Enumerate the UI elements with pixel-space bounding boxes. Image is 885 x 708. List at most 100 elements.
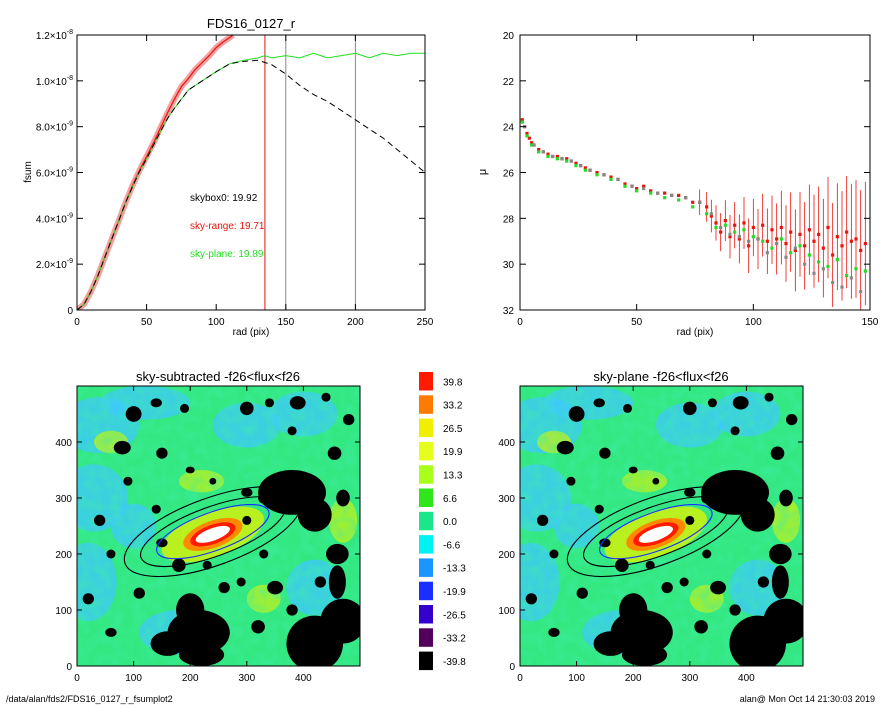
sky-plane-masked-source [593,631,628,656]
sky-subtracted-masked-source [133,587,145,599]
mu-point-green [609,177,613,181]
mu-point-red [807,228,811,232]
mu-point-green [520,120,524,124]
mu-point-green [807,253,811,257]
mu-point-red [793,248,797,253]
mu-xtick-label: 150 [862,317,879,328]
fsum-annotation-sky-plane: sky-plane: 19.89 [190,249,264,260]
mu-point-green [863,269,867,273]
sky-plane-masked-source [645,560,655,570]
fsum-xtick-label: 150 [277,317,294,328]
sky-plane-map: sky-plane -f26<flux<f26 0 100 200 300 400 0 10… [498,369,804,684]
sky-subtracted-ytick-label: 100 [55,606,72,617]
mu-point-red [609,175,613,179]
mu-point-gray [775,241,779,246]
mu-point-green [751,235,755,239]
mu-point-red [775,237,779,241]
mu-ylabel: μ [477,169,489,175]
sky-subtracted-image [77,386,360,666]
sky-subtracted-annulus [139,496,286,568]
mu-point-red [737,237,741,241]
sky-subtracted-xtick-label: 0 [74,673,80,684]
sky-plane-masked-source [536,514,549,527]
mu-point-red [709,214,713,218]
mu-point-gray [756,237,760,241]
mu-ticks: 0 50 100 150 20 22 24 26 28 30 32 [503,31,879,328]
mu-point-gray [541,150,545,154]
sky-plane-masked-source [702,549,712,559]
fsum-vlines [264,35,356,310]
sky-subtracted-ytick-label: 0 [66,662,72,673]
sky-plane-masked-source [771,565,789,599]
colorbar-swatch [419,511,433,531]
sky-plane-masked-source [599,538,611,548]
mu-point-red [705,205,709,209]
sky-subtracted-map: sky-subtracted -f26<flux<f26 0 100 200 300 4… [55,369,361,684]
colorbar-label: -26.5 [443,610,466,621]
mu-point-green [595,173,599,177]
mu-point-gray [642,186,646,191]
sky-plane-masked-source [710,580,727,595]
sky-subtracted-masked-source [150,398,162,408]
mu-point-green [530,143,534,147]
sky-subtracted-ytick-label: 400 [55,438,72,449]
colorbar-label: -33.2 [443,634,466,645]
fsum-series [77,35,425,310]
fsum-ytick-label: 4.0×10-9 [36,212,73,225]
sky-subtracted-xtick-label: 200 [182,673,199,684]
mu-point-gray [698,200,702,204]
sky-subtracted-masked-source [328,565,346,599]
mu-xlabel: rad (pix) [677,327,714,338]
mu-point-green [733,230,737,234]
mu-point-red [677,193,681,198]
sky-subtracted-ytick-label: 200 [55,550,72,561]
sky-plane-masked-source [694,620,708,634]
mu-point-gray [747,239,751,243]
mu-point-green [723,223,727,227]
sky-subtracted-galaxy-core [195,525,230,543]
sky-plane-xtick-label: 0 [517,673,523,684]
fsum-xtick-label: 0 [74,317,80,328]
mu-point-red [733,223,737,227]
mu-point-gray [670,193,674,198]
sky-subtracted-xtick-label: 400 [295,673,312,684]
mu-point-green [779,237,783,241]
mu-point-gray [840,285,844,289]
mu-point-gray [821,267,825,271]
mu-point-red [642,184,646,188]
sky-subtracted-masked-source [236,577,246,587]
sky-plane-image [520,386,803,666]
sky-plane-ytick-label: 200 [498,550,515,561]
fsum-annotation-sky-range: sky-range: 19.71 [190,221,265,232]
mu-point-green [663,196,667,200]
sky-plane-masked-source [729,604,741,616]
sky-subtracted-masked-source [105,627,117,637]
sky-subtracted-masked-source [150,631,185,656]
mu-point-red [789,230,793,234]
mu-point-red [812,239,816,243]
mu-point-red [691,200,695,204]
colorbar-swatch [419,441,433,461]
mu-point-red [555,154,559,159]
sky-subtracted-masked-source [289,396,306,410]
colorbar-swatch [419,535,433,554]
colorbar-swatch [419,488,433,507]
mu-point-gray [656,191,660,195]
mu-ytick-label: 30 [503,260,515,271]
mu-point-green [742,228,746,232]
fsum-ytick-label: 0 [67,306,73,317]
sky-subtracted-masked-source [297,498,332,532]
mu-point-green [537,150,541,154]
mu-point-red [817,232,821,236]
sky-subtracted-masked-source [314,576,327,588]
colorbar-swatch [419,465,433,484]
mu-point-gray [812,271,816,275]
mu-ytick-label: 26 [503,169,515,180]
fsum-ytick-label: 1.2×10-8 [36,29,73,42]
mu-points [520,118,867,310]
sky-subtracted-annulus [123,486,302,578]
mu-point-gray [793,246,797,250]
sky-plane-ticks: 0 100 200 300 400 0 100 200 300 400 [498,386,803,684]
colorbar-swatch [419,418,433,438]
colorbar-swatch [419,372,433,391]
